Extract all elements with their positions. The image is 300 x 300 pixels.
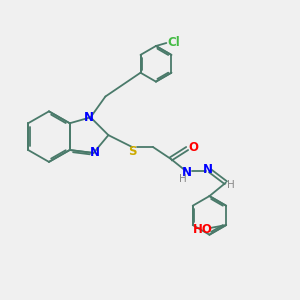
Text: H: H: [179, 174, 187, 184]
Text: N: N: [203, 163, 213, 176]
Text: HO: HO: [193, 223, 212, 236]
Text: N: N: [84, 111, 94, 124]
Text: H: H: [227, 180, 235, 190]
Text: Cl: Cl: [167, 36, 180, 49]
Text: O: O: [188, 140, 198, 154]
Text: S: S: [128, 145, 136, 158]
Text: N: N: [90, 146, 100, 160]
Text: N: N: [182, 166, 192, 179]
